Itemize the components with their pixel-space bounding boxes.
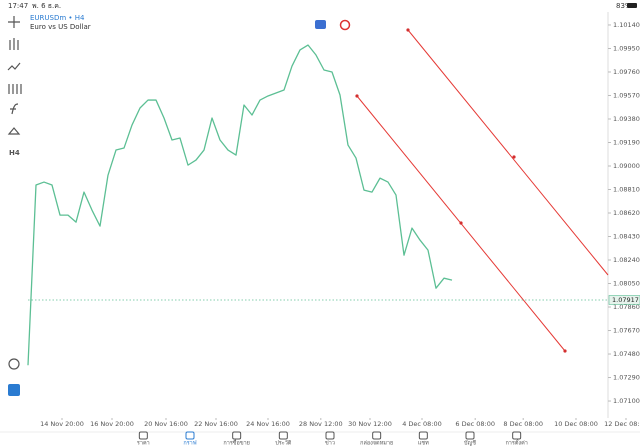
nav-icon[interactable] [372,431,382,440]
x-tick-label: 16 Nov 20:00 [90,420,134,428]
y-tick-label: 1.07100 [613,397,640,405]
x-tick-label: 28 Nov 12:00 [299,420,343,428]
x-tick-label: 24 Nov 16:00 [246,420,290,428]
y-tick-label: 1.10140 [613,21,640,29]
status-time: 17:47 [8,2,28,10]
y-tick-label: 1.08240 [613,256,640,264]
symbol-description: Euro vs US Dollar [30,23,91,31]
x-tick-label: 12 Dec 08:00 [604,420,640,428]
y-tick-label: 1.08620 [613,209,640,217]
current-price-box [608,295,640,305]
nav-label[interactable]: การตั้งค่า [505,439,527,447]
status-battery: 83% [616,2,632,10]
y-tick-label: 1.07670 [613,327,640,335]
nav-label[interactable]: การซื้อขาย [223,439,249,447]
y-tick-label: 1.09190 [613,138,640,146]
nav-icon[interactable] [232,431,242,440]
fibo-tool[interactable] [10,103,19,115]
x-tick-label: 8 Dec 08:00 [503,420,543,428]
shapes-tool[interactable] [7,127,21,135]
nav-icon[interactable] [325,431,335,440]
nav-label[interactable]: บัญชี [464,440,476,447]
nav-label[interactable]: ราคา [137,441,150,447]
trend-line [407,29,609,276]
nav-icon[interactable] [278,431,288,440]
x-tick-label: 30 Nov 12:00 [348,420,392,428]
current-price-label: 1.07917 [612,296,639,304]
x-tick-label: 10 Dec 08:00 [554,420,598,428]
y-tick-label: 1.09570 [613,91,640,99]
nav-icon[interactable] [418,431,428,440]
zoom-tool[interactable] [8,358,20,370]
trade-sell-icon[interactable] [339,19,351,31]
app-icon[interactable] [8,384,20,396]
nav-icon[interactable] [185,431,195,440]
nav-label[interactable]: กราฟ [183,440,196,447]
x-tick-label: 22 Nov 16:00 [194,420,238,428]
y-tick-label: 1.09950 [613,44,640,52]
objects-tool[interactable] [8,84,22,94]
y-tick-label: 1.07290 [613,374,640,382]
trade-buy-icon[interactable] [315,20,326,29]
x-tick-label: 4 Dec 08:00 [402,420,442,428]
nav-label[interactable]: กล่องจดหมาย [360,441,393,447]
nav-label[interactable]: ข่าว [325,441,335,447]
indicators-tool[interactable] [7,62,21,71]
nav-icon[interactable] [465,431,475,440]
nav-label[interactable]: ประวัติ [275,440,291,447]
y-tick-label: 1.07860 [613,303,640,311]
nav-icon[interactable] [512,431,522,440]
y-tick-label: 1.07480 [613,350,640,358]
y-tick-label: 1.08810 [613,185,640,193]
battery-icon [627,3,637,8]
x-tick-label: 14 Nov 20:00 [40,420,84,428]
timeframe-button[interactable]: H4 [9,149,20,157]
y-tick-label: 1.09000 [613,162,640,170]
trend-handles [355,28,567,353]
symbol-name: EURUSDm • H4 [30,14,85,22]
y-tick-label: 1.09760 [613,68,640,76]
nav-icon[interactable] [138,431,148,440]
price-line [27,44,453,366]
x-tick-label: 6 Dec 08:00 [455,420,495,428]
nav-label[interactable]: แชท [418,440,429,447]
chart-type-tool[interactable] [9,38,19,50]
crosshair-tool[interactable] [8,16,20,28]
y-tick-label: 1.08430 [613,233,640,241]
y-tick-label: 1.09380 [613,115,640,123]
x-tick-label: 20 Nov 16:00 [144,420,188,428]
left-toolbar [7,16,22,370]
status-date: พ. 6 ธ.ค. [32,2,61,10]
y-tick-label: 1.08050 [613,280,640,288]
